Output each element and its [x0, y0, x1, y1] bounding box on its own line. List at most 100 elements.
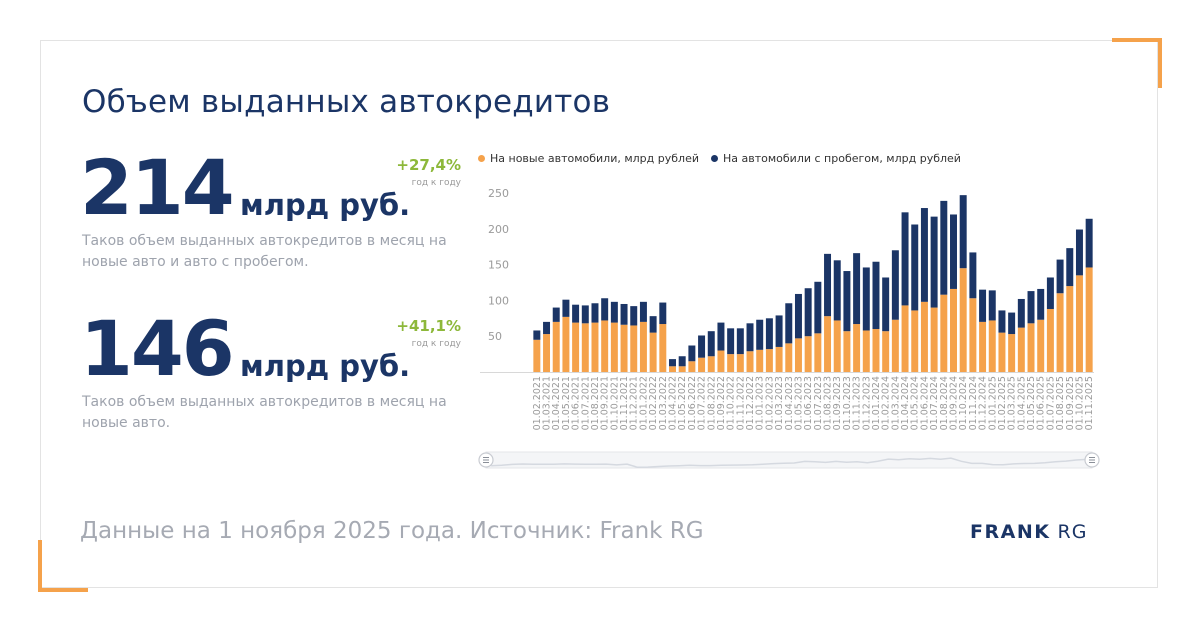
bar-used[interactable]	[920, 208, 928, 302]
bar-used[interactable]	[688, 345, 696, 362]
bar-new[interactable]	[533, 339, 541, 372]
bar-used[interactable]	[543, 321, 551, 335]
bar-new[interactable]	[601, 320, 609, 372]
bar-used[interactable]	[1075, 229, 1083, 276]
bar-used[interactable]	[639, 301, 647, 322]
bar-used[interactable]	[1027, 291, 1035, 324]
bar-used[interactable]	[979, 289, 987, 322]
bar-new[interactable]	[998, 332, 1006, 372]
bar-new[interactable]	[804, 336, 812, 372]
bar-new[interactable]	[833, 320, 841, 372]
bar-used[interactable]	[736, 328, 744, 355]
bar-new[interactable]	[1075, 275, 1083, 372]
range-navigator-track[interactable]	[485, 451, 1093, 469]
bar-used[interactable]	[853, 253, 861, 325]
bar-used[interactable]	[785, 303, 793, 344]
bar-new[interactable]	[688, 361, 696, 372]
bar-used[interactable]	[601, 298, 609, 321]
bar-used[interactable]	[775, 315, 783, 347]
bar-used[interactable]	[988, 290, 996, 321]
bar-used[interactable]	[533, 330, 541, 340]
bar-used[interactable]	[882, 277, 890, 332]
bar-used[interactable]	[959, 195, 967, 269]
bar-used[interactable]	[950, 214, 957, 289]
bar-new[interactable]	[746, 351, 754, 372]
bar-used[interactable]	[727, 328, 735, 355]
bar-used[interactable]	[707, 331, 715, 357]
bar-new[interactable]	[1046, 308, 1054, 372]
bar-new[interactable]	[979, 321, 987, 372]
bar-used[interactable]	[872, 261, 880, 330]
bar-new[interactable]	[736, 354, 744, 372]
bar-new[interactable]	[794, 338, 802, 372]
bar-new[interactable]	[639, 321, 647, 372]
bar-used[interactable]	[969, 252, 977, 299]
bar-used[interactable]	[1037, 288, 1045, 320]
bar-new[interactable]	[620, 324, 628, 372]
bar-used[interactable]	[891, 250, 899, 320]
bar-new[interactable]	[1037, 319, 1045, 372]
bar-used[interactable]	[1008, 312, 1016, 335]
bar-new[interactable]	[698, 357, 706, 372]
bar-used[interactable]	[562, 299, 570, 317]
bar-used[interactable]	[1017, 298, 1025, 328]
bar-new[interactable]	[659, 324, 667, 372]
bar-new[interactable]	[785, 343, 793, 372]
legend-item-new[interactable]: На новые автомобили, млрд рублей	[478, 152, 699, 165]
bar-new[interactable]	[882, 331, 890, 372]
bar-used[interactable]	[901, 212, 909, 306]
bar-new[interactable]	[630, 325, 638, 372]
bar-used[interactable]	[814, 281, 822, 334]
bar-used[interactable]	[804, 288, 812, 337]
bar-new[interactable]	[969, 298, 977, 372]
bar-new[interactable]	[940, 294, 948, 372]
bar-new[interactable]	[911, 310, 919, 372]
bar-new[interactable]	[1008, 334, 1016, 372]
bar-new[interactable]	[862, 330, 870, 372]
bar-new[interactable]	[727, 354, 735, 372]
bar-new[interactable]	[775, 346, 783, 372]
bar-new[interactable]	[649, 332, 657, 372]
bar-new[interactable]	[1066, 286, 1074, 372]
bar-new[interactable]	[959, 268, 967, 372]
bar-used[interactable]	[940, 200, 948, 295]
bar-used[interactable]	[1056, 259, 1064, 294]
legend-item-used[interactable]: На автомобили с пробегом, млрд рублей	[711, 152, 961, 165]
bar-new[interactable]	[930, 307, 938, 372]
bar-used[interactable]	[591, 303, 599, 323]
bar-new[interactable]	[853, 324, 861, 372]
bar-used[interactable]	[756, 319, 764, 350]
bar-new[interactable]	[717, 350, 725, 372]
bar-new[interactable]	[543, 334, 551, 372]
bar-used[interactable]	[765, 318, 773, 350]
bar-used[interactable]	[930, 216, 938, 308]
bar-new[interactable]	[581, 323, 589, 372]
bar-new[interactable]	[678, 366, 686, 372]
bar-used[interactable]	[911, 224, 919, 311]
bar-used[interactable]	[843, 271, 851, 332]
bar-used[interactable]	[1085, 218, 1093, 268]
bar-used[interactable]	[1046, 277, 1054, 309]
bar-used[interactable]	[552, 307, 560, 322]
bar-new[interactable]	[1017, 327, 1025, 372]
bar-new[interactable]	[988, 320, 996, 372]
bar-used[interactable]	[833, 260, 841, 321]
bar-used[interactable]	[824, 253, 832, 317]
bar-used[interactable]	[581, 305, 589, 324]
bar-new[interactable]	[1056, 293, 1064, 372]
bar-used[interactable]	[717, 322, 725, 351]
bar-new[interactable]	[765, 349, 773, 372]
bar-new[interactable]	[872, 329, 880, 372]
bar-new[interactable]	[901, 305, 909, 372]
bar-new[interactable]	[562, 316, 570, 372]
bar-new[interactable]	[591, 322, 599, 372]
bar-used[interactable]	[610, 301, 618, 323]
bar-used[interactable]	[649, 316, 657, 333]
bar-new[interactable]	[814, 333, 822, 372]
bar-used[interactable]	[862, 267, 870, 331]
bar-new[interactable]	[610, 322, 618, 372]
bar-new[interactable]	[843, 331, 851, 372]
bar-new[interactable]	[1085, 267, 1093, 372]
bar-new[interactable]	[891, 319, 899, 372]
bar-new[interactable]	[1027, 323, 1035, 372]
